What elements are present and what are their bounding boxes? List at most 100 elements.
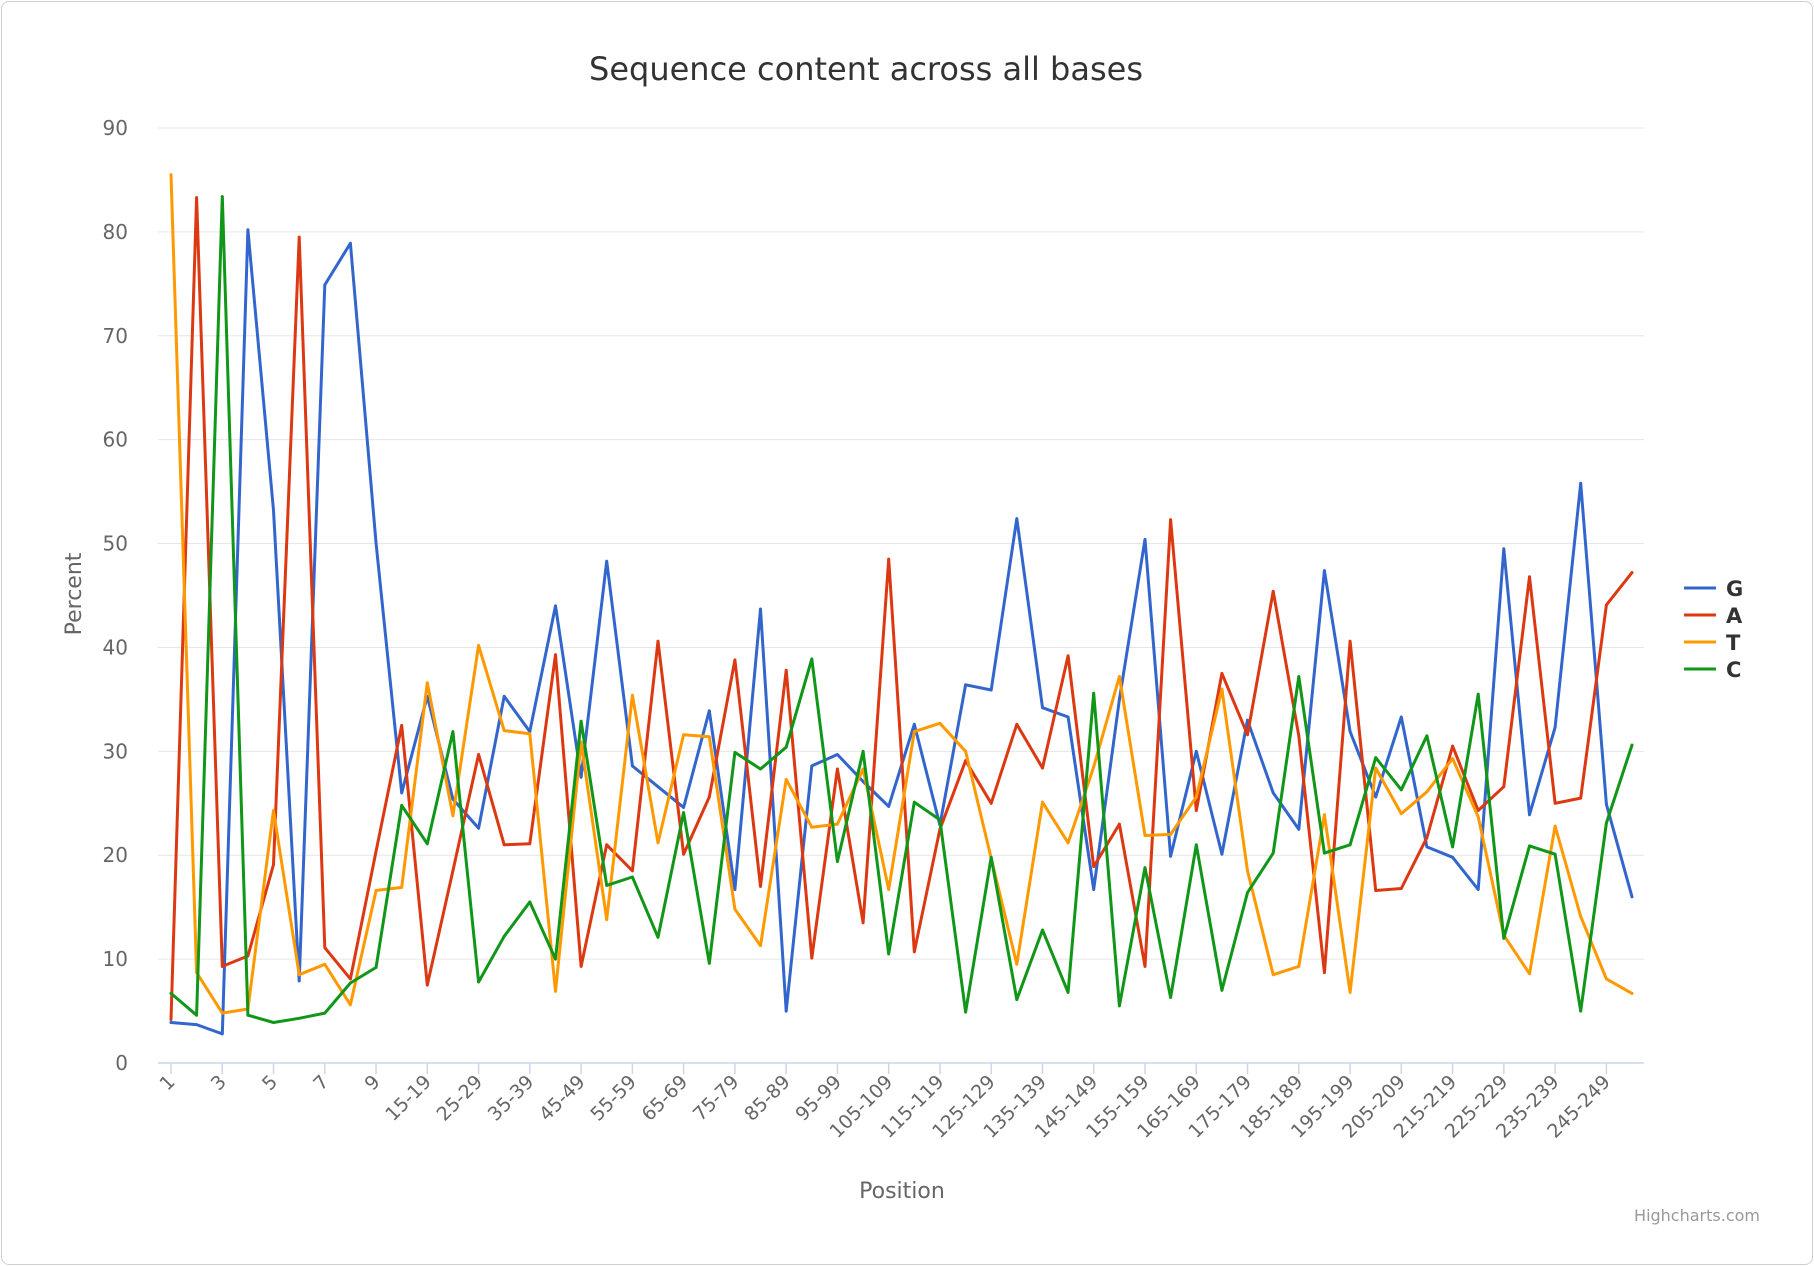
data-point-a bbox=[631, 869, 634, 873]
data-point-a bbox=[1374, 889, 1378, 892]
data-point-a bbox=[1066, 654, 1070, 658]
data-point-g bbox=[1297, 827, 1301, 831]
data-point-t bbox=[1015, 962, 1019, 966]
legend-item-g[interactable]: G bbox=[1684, 577, 1743, 601]
data-point-c bbox=[1579, 1009, 1583, 1013]
data-point-c bbox=[1476, 692, 1480, 696]
y-tick-label: 70 bbox=[103, 324, 128, 348]
data-point-a bbox=[477, 753, 480, 756]
y-tick-label: 90 bbox=[103, 116, 128, 140]
legend-label-a: A bbox=[1726, 604, 1743, 628]
data-point-c bbox=[631, 875, 634, 879]
data-point-t bbox=[169, 173, 173, 177]
data-point-c bbox=[323, 1011, 327, 1015]
data-point-g bbox=[784, 1009, 788, 1013]
data-point-a bbox=[1605, 603, 1608, 607]
series-points-c bbox=[169, 195, 1634, 1024]
data-point-a bbox=[1297, 734, 1301, 738]
data-point-g bbox=[1399, 715, 1403, 719]
data-point-a bbox=[1092, 865, 1096, 868]
chart-title: Sequence content across all bases bbox=[589, 50, 1143, 88]
data-point-c bbox=[1143, 866, 1147, 870]
data-point-a bbox=[912, 950, 916, 954]
data-point-t bbox=[1092, 765, 1096, 769]
data-point-a bbox=[1323, 971, 1326, 974]
data-point-g bbox=[733, 888, 737, 891]
data-point-t bbox=[836, 822, 839, 826]
data-point-t bbox=[733, 907, 737, 911]
data-point-g bbox=[323, 283, 327, 287]
data-point-a bbox=[707, 795, 711, 799]
data-point-g bbox=[1579, 481, 1583, 485]
x-tick-label: 7 bbox=[309, 1071, 333, 1095]
data-point-t bbox=[1118, 675, 1121, 678]
x-tick-label: 85-89 bbox=[740, 1071, 795, 1126]
data-point-t bbox=[220, 1011, 224, 1015]
data-point-g bbox=[374, 542, 378, 545]
data-point-t bbox=[1528, 972, 1531, 976]
data-point-t bbox=[1579, 915, 1583, 918]
data-point-c bbox=[784, 745, 788, 749]
data-point-t bbox=[1553, 824, 1557, 828]
data-point-a bbox=[502, 843, 506, 847]
data-point-c bbox=[1451, 845, 1454, 849]
data-point-g bbox=[400, 791, 404, 795]
data-point-g bbox=[656, 785, 660, 789]
data-point-a bbox=[989, 801, 993, 805]
data-point-a bbox=[195, 196, 199, 200]
data-point-a bbox=[605, 843, 609, 847]
data-point-c bbox=[349, 981, 352, 985]
data-point-t bbox=[938, 721, 942, 725]
y-tick-label: 20 bbox=[103, 843, 128, 867]
data-point-t bbox=[349, 1003, 352, 1007]
data-point-g bbox=[1220, 852, 1224, 856]
data-point-g bbox=[1502, 547, 1506, 551]
data-point-c bbox=[425, 842, 429, 846]
legend-item-a[interactable]: A bbox=[1684, 604, 1743, 628]
data-point-g bbox=[195, 1023, 199, 1026]
data-point-a bbox=[1118, 822, 1121, 826]
data-point-g bbox=[554, 604, 557, 608]
data-point-a bbox=[1169, 518, 1172, 522]
data-point-c bbox=[1194, 843, 1198, 847]
data-point-g bbox=[451, 797, 455, 801]
data-point-c bbox=[1399, 788, 1403, 792]
x-tick-label: 15-19 bbox=[381, 1071, 436, 1126]
data-point-g bbox=[1374, 795, 1378, 799]
legend-item-t[interactable]: T bbox=[1684, 631, 1741, 655]
data-point-g bbox=[220, 1032, 224, 1036]
data-point-a bbox=[656, 639, 660, 643]
data-point-g bbox=[502, 694, 506, 698]
data-point-a bbox=[1348, 639, 1352, 643]
legend-item-c[interactable]: C bbox=[1684, 658, 1741, 682]
data-point-g bbox=[1194, 749, 1198, 753]
data-point-c bbox=[1605, 821, 1608, 825]
data-point-g bbox=[861, 780, 865, 783]
data-point-t bbox=[912, 730, 916, 733]
data-point-g bbox=[1323, 569, 1326, 572]
credits-link[interactable]: Highcharts.com bbox=[1634, 1206, 1760, 1225]
x-tick-label: 25-29 bbox=[433, 1071, 488, 1126]
data-point-g bbox=[1476, 888, 1480, 891]
data-point-a bbox=[374, 849, 378, 853]
data-point-c bbox=[605, 884, 609, 887]
series-line-a bbox=[169, 196, 1634, 1021]
series-line-t bbox=[169, 173, 1634, 1015]
data-point-a bbox=[528, 842, 532, 846]
data-point-c bbox=[938, 818, 942, 822]
data-point-a bbox=[1579, 796, 1583, 800]
data-point-t bbox=[1246, 869, 1249, 873]
legend: G A T C bbox=[1684, 577, 1743, 682]
data-point-t bbox=[1297, 965, 1301, 968]
data-point-a bbox=[554, 653, 557, 657]
data-point-g bbox=[1451, 855, 1454, 859]
data-point-t bbox=[1605, 977, 1608, 981]
data-point-c bbox=[451, 730, 455, 733]
data-point-t bbox=[631, 693, 634, 697]
data-point-a bbox=[836, 767, 839, 771]
data-point-g bbox=[297, 979, 301, 983]
data-point-g bbox=[1630, 895, 1634, 899]
data-point-a bbox=[861, 921, 865, 925]
y-axis-labels: 0 10 20 30 40 50 60 70 80 90 bbox=[103, 116, 128, 1075]
